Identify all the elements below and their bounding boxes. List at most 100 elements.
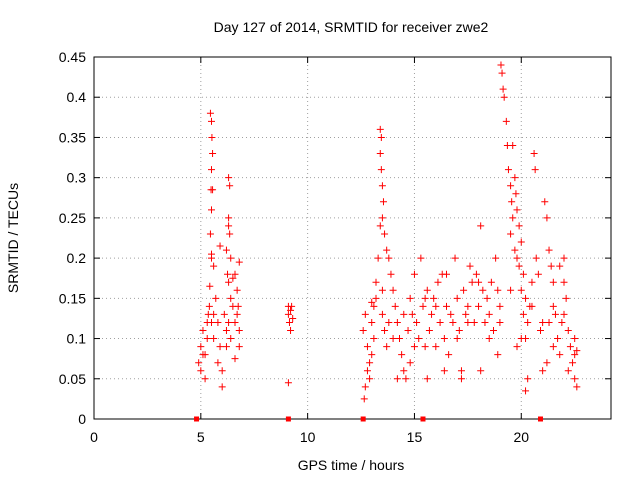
x-tick-label: 10 [300,429,316,445]
data-point [494,286,502,294]
data-point [383,246,391,254]
data-point [222,343,230,351]
data-point [216,242,224,250]
data-point [445,351,453,359]
data-point [287,327,295,335]
data-point [531,166,539,174]
x-tick-label: 0 [90,429,98,445]
data-points [195,61,581,403]
data-point [475,278,483,286]
data-point [376,222,384,230]
data-point [234,302,242,310]
data-point [564,367,572,375]
y-tick-label: 0.05 [59,371,86,387]
data-point [455,327,463,335]
data-point [227,335,235,343]
data-point [513,254,521,262]
data-point [372,294,380,302]
data-point [209,186,217,194]
data-point [560,310,568,318]
data-point [413,318,421,326]
data-point [393,375,401,383]
data-point [366,359,374,367]
gap-marker [538,416,543,422]
data-point [287,306,295,314]
data-point [231,355,239,363]
data-point [515,262,523,270]
x-tick-label: 20 [513,429,529,445]
x-tick-label: 15 [407,429,423,445]
data-point [209,150,217,158]
data-point [485,310,493,318]
data-point [524,375,532,383]
data-point [227,294,235,302]
data-point [475,302,483,310]
data-point [214,318,222,326]
data-point [479,286,487,294]
data-point [203,335,211,343]
y-tick-label: 0.2 [67,250,87,266]
data-point [517,335,525,343]
axis-ticks [93,56,611,420]
data-point [377,133,385,141]
data-point [205,302,213,310]
data-point [528,302,536,310]
data-point [376,125,384,133]
data-point [197,343,205,351]
data-point [464,318,472,326]
data-point [554,335,562,343]
gap-marker [285,416,291,422]
data-point [541,198,549,206]
data-point [289,314,297,322]
data-point [208,206,215,214]
data-point [231,318,239,326]
data-point [457,375,465,383]
data-point [562,294,570,302]
data-point [231,270,239,278]
data-point [225,214,233,222]
data-point [511,246,519,254]
data-point [368,351,376,359]
chart-title: Day 127 of 2014, SRMTID for receiver zwe… [214,19,489,35]
y-tick-labels: 0 0.05 0.1 0.15 0.2 0.25 0.3 0.35 0.4 0.45 [59,49,86,427]
data-point [206,230,214,238]
data-point [199,327,207,335]
data-point [285,318,293,326]
data-point [460,286,468,294]
data-point [220,310,228,318]
data-point [368,318,376,326]
data-point [512,190,520,198]
data-point [417,254,425,262]
data-point [229,274,237,282]
data-point [443,302,450,310]
data-point [569,359,577,367]
data-point [201,375,209,383]
data-point [453,335,461,343]
data-point [477,222,485,230]
data-point [490,327,497,335]
data-point [498,69,506,77]
data-point [379,198,387,206]
data-point [528,278,536,286]
data-point [481,318,489,326]
data-point [517,238,525,246]
data-point [225,174,233,182]
data-point [549,302,557,310]
data-point [499,85,507,93]
plot-frame [93,56,612,420]
data-point [440,335,448,343]
data-point [378,214,386,222]
data-point [383,343,391,351]
data-point [511,174,519,182]
data-point [377,166,385,174]
data-point [436,318,444,326]
data-point [537,327,544,335]
data-point [560,254,568,262]
data-point [404,327,412,335]
data-point [381,327,389,335]
data-point [208,117,215,125]
data-point [487,278,495,286]
data-point [389,286,397,294]
data-point [508,198,516,206]
